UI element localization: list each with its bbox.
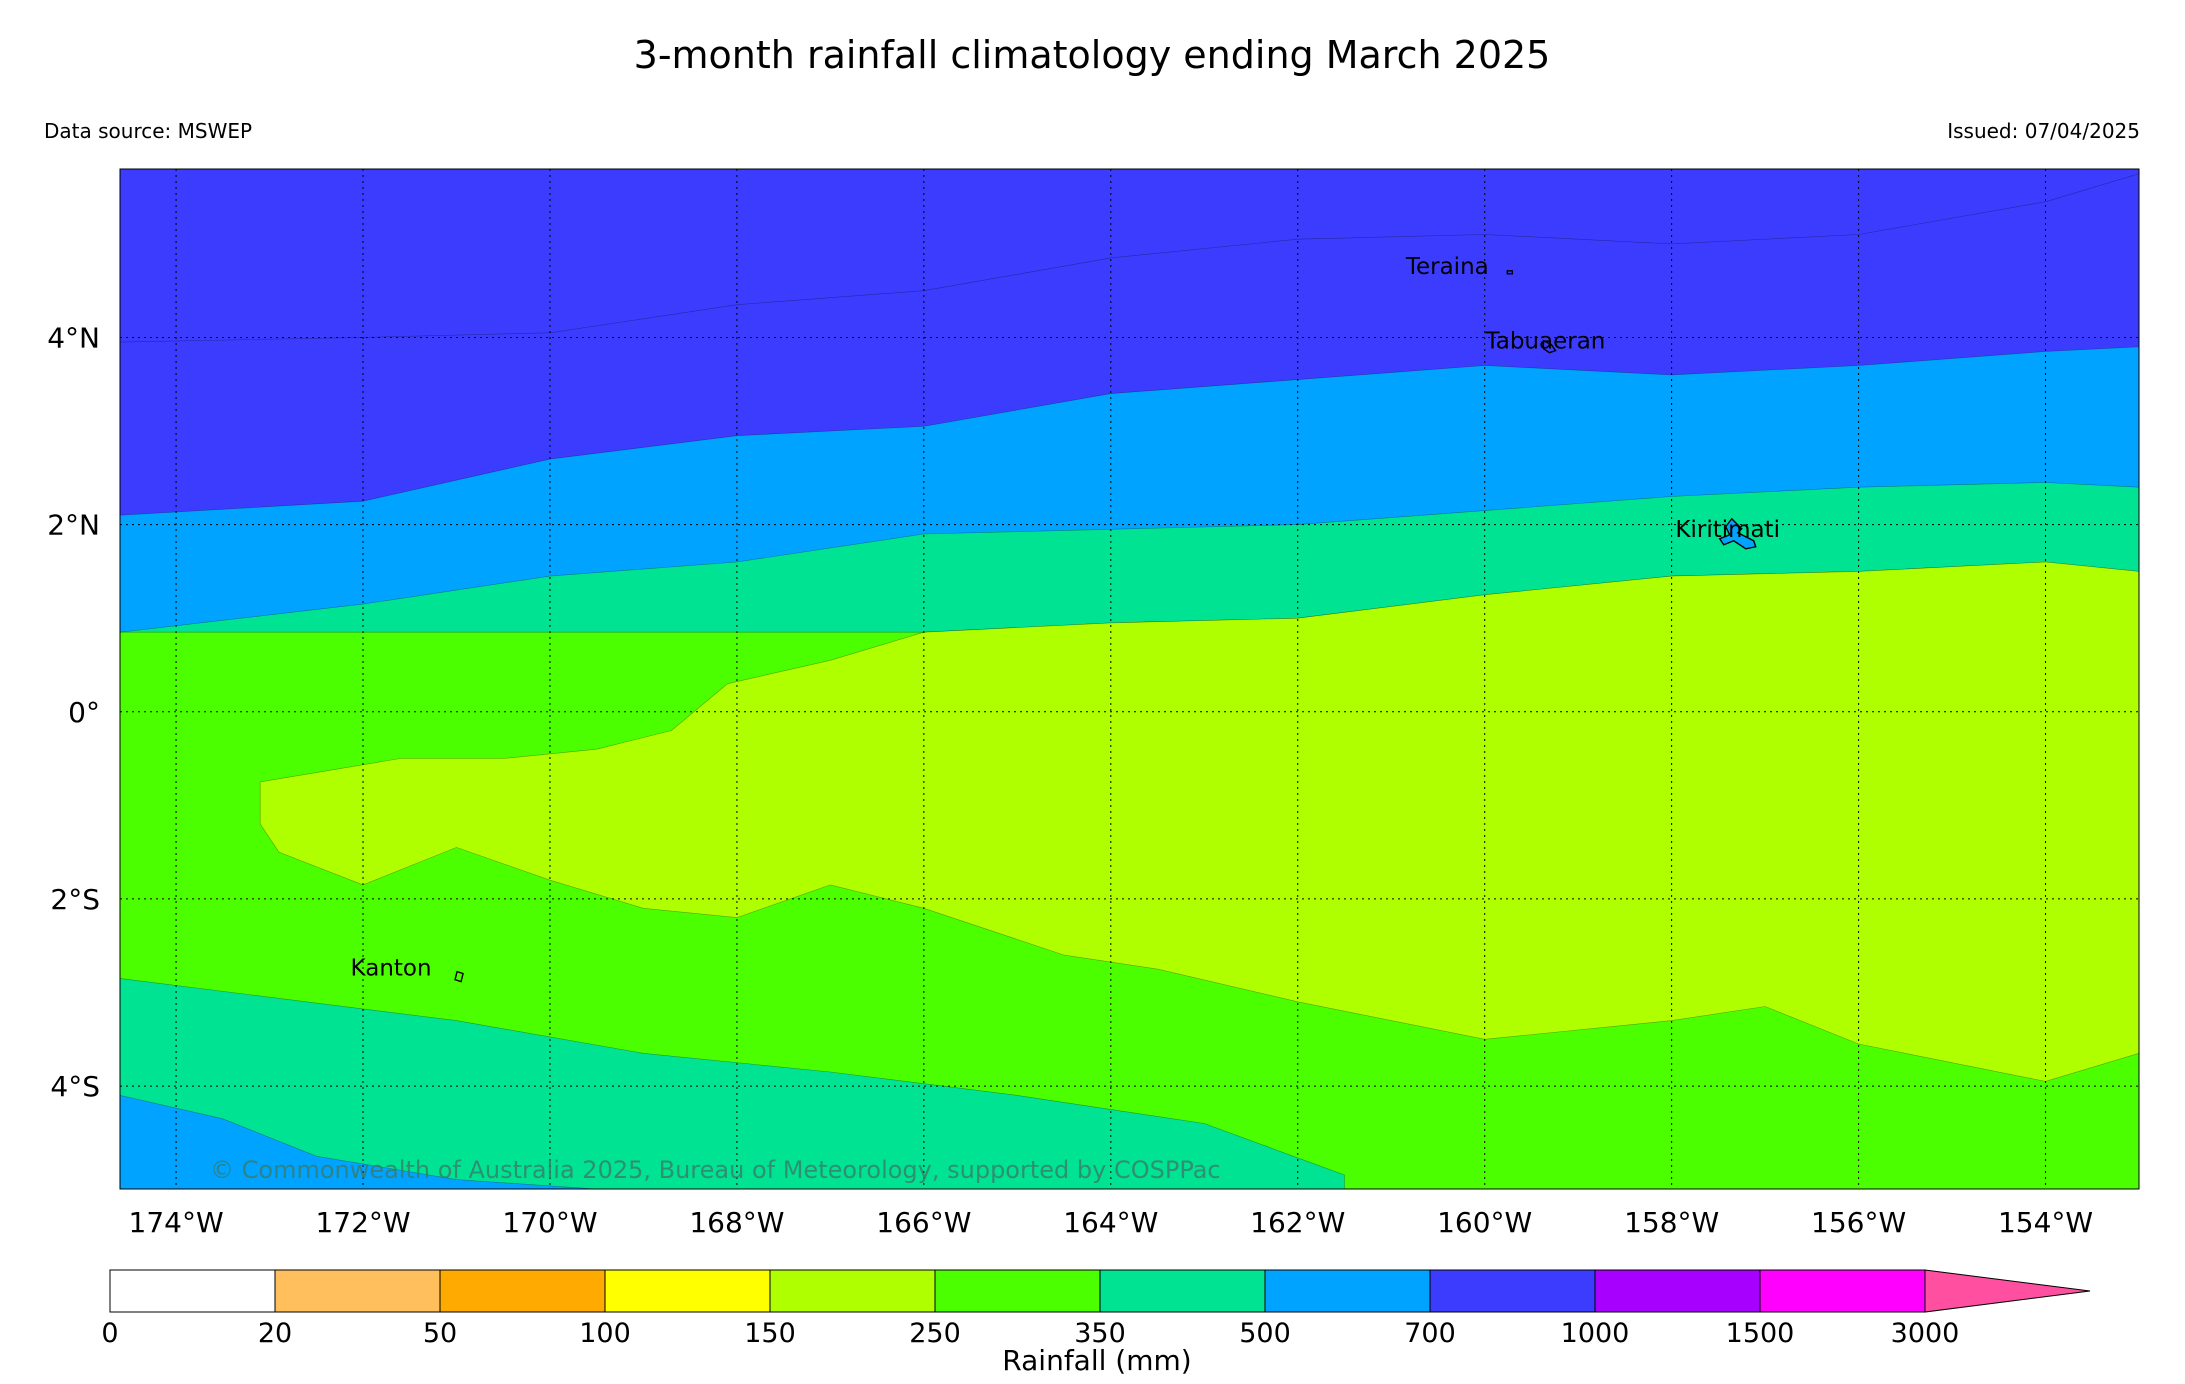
lon-tick-label: 168°W bbox=[689, 1206, 784, 1239]
colorbar-segment bbox=[1264, 1269, 1431, 1313]
copyright-notice: © Commonwealth of Australia 2025, Bureau… bbox=[210, 1156, 1221, 1184]
colorbar-tick-label: 1000 bbox=[1561, 1318, 1630, 1349]
lon-tick-label: 154°W bbox=[1998, 1206, 2093, 1239]
place-label-kanton: Kanton bbox=[351, 956, 432, 982]
kiritimati-island bbox=[1718, 517, 1757, 550]
lon-tick-label: 172°W bbox=[315, 1206, 410, 1239]
lon-tick-label: 166°W bbox=[876, 1206, 971, 1239]
colorbar-segment bbox=[604, 1269, 771, 1313]
colorbar-tick-label: 100 bbox=[579, 1318, 631, 1349]
map-area: Teraina Tabuaeran Kiritimati Kanton © Commo… bbox=[119, 168, 2140, 1190]
kanton-island bbox=[454, 970, 464, 983]
colorbar-tick-label: 1500 bbox=[1726, 1318, 1795, 1349]
colorbar: 0 20 50 100 150 250 350 500 700 1000 1500 3000 bbox=[101, 1269, 2091, 1349]
tabuaeran-island bbox=[1542, 339, 1557, 354]
map-title: 3-month rainfall climatology ending Marc… bbox=[634, 33, 1551, 77]
rainfall-zone-500-700-6 bbox=[120, 1095, 597, 1189]
colorbar-segment bbox=[934, 1269, 1101, 1313]
lat-tick-label: 2°S bbox=[50, 883, 100, 916]
lon-tick-label: 170°W bbox=[502, 1206, 597, 1239]
map-frame bbox=[119, 168, 2140, 1190]
colorbar-tick-label: 3000 bbox=[1891, 1318, 1960, 1349]
issued-date-label: Issued: 07/04/2025 bbox=[1947, 119, 2140, 143]
lon-tick-label: 162°W bbox=[1250, 1206, 1345, 1239]
lat-tick-label: 4°N bbox=[47, 321, 100, 354]
colorbar-segment bbox=[109, 1269, 276, 1313]
colorbar-extend-arrow bbox=[1924, 1269, 2091, 1313]
lon-tick-label: 164°W bbox=[1063, 1206, 1158, 1239]
place-label-tabuaeran: Tabuaeran bbox=[1485, 329, 1606, 355]
colorbar-tick-label: 20 bbox=[258, 1318, 292, 1349]
colorbar-segment bbox=[439, 1269, 606, 1313]
colorbar-segment bbox=[274, 1269, 441, 1313]
place-label-kiritimati: Kiritimati bbox=[1675, 517, 1780, 543]
data-source-label: Data source: MSWEP bbox=[44, 119, 252, 143]
teraina-island bbox=[1506, 270, 1514, 275]
colorbar-tick-label: 250 bbox=[909, 1318, 961, 1349]
colorbar-segment bbox=[1099, 1269, 1266, 1313]
colorbar-tick-label: 500 bbox=[1239, 1318, 1291, 1349]
colorbar-label: Rainfall (mm) bbox=[1002, 1344, 1191, 1377]
place-label-teraina: Teraina bbox=[1405, 254, 1489, 280]
colorbar-tick-label: 700 bbox=[1404, 1318, 1456, 1349]
colorbar-segment bbox=[1759, 1269, 1926, 1313]
lon-tick-label: 158°W bbox=[1624, 1206, 1719, 1239]
lat-tick-label: 4°S bbox=[50, 1070, 100, 1103]
lon-tick-label: 160°W bbox=[1437, 1206, 1532, 1239]
colorbar-segment bbox=[1594, 1269, 1761, 1313]
colorbar-tick-label: 350 bbox=[1074, 1318, 1126, 1349]
lon-tick-label: 156°W bbox=[1811, 1206, 1906, 1239]
lon-tick-label: 174°W bbox=[129, 1206, 224, 1239]
lat-tick-label: 0° bbox=[68, 696, 100, 729]
colorbar-tick-label: 150 bbox=[744, 1318, 796, 1349]
colorbar-tick-label: 50 bbox=[423, 1318, 457, 1349]
lat-tick-label: 2°N bbox=[47, 509, 100, 542]
colorbar-segment bbox=[769, 1269, 936, 1313]
colorbar-segment bbox=[1429, 1269, 1596, 1313]
colorbar-tick-label: 0 bbox=[101, 1318, 118, 1349]
rainfall-zone-350-500-5 bbox=[120, 978, 1345, 1189]
